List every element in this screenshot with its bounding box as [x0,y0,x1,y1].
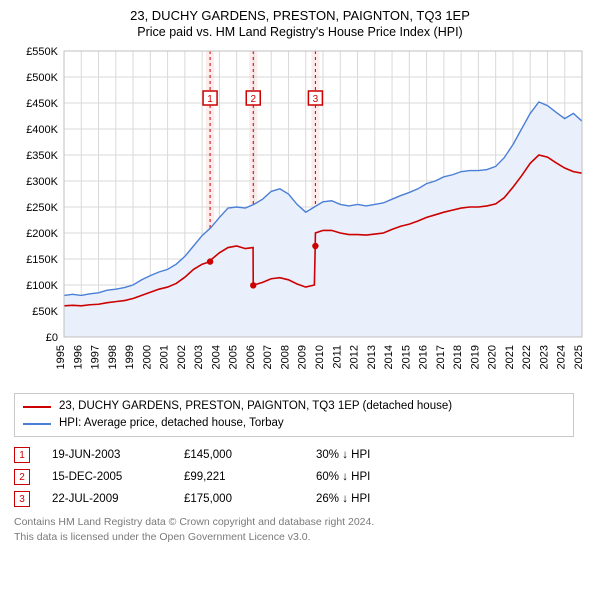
event-row: 2 15-DEC-2005 £99,221 60% ↓ HPI [14,469,586,485]
footer-line2: This data is licensed under the Open Gov… [14,530,586,544]
x-tick-label: 1998 [107,345,119,369]
y-tick-label: £500K [26,72,58,84]
event-num-box: 3 [14,491,30,507]
x-tick-label: 2023 [538,345,550,369]
legend-text: HPI: Average price, detached house, Torb… [59,415,284,432]
x-tick-label: 1995 [55,345,67,369]
event-price: £145,000 [184,449,294,461]
x-tick-label: 2017 [435,345,447,369]
x-tick-label: 2004 [210,345,222,369]
footer-line1: Contains HM Land Registry data © Crown c… [14,515,586,529]
x-tick-label: 1996 [72,345,84,369]
chart-title-line2: Price paid vs. HM Land Registry's House … [14,25,586,39]
legend-row: HPI: Average price, detached house, Torb… [23,415,565,432]
y-tick-label: £450K [26,98,58,110]
x-tick-label: 2024 [556,345,568,369]
x-tick-label: 2012 [349,345,361,369]
x-tick-label: 2011 [331,345,343,369]
events-table: 1 19-JUN-2003 £145,000 30% ↓ HPI 2 15-DEC-200… [14,447,586,507]
legend-text: 23, DUCHY GARDENS, PRESTON, PAIGNTON, TQ… [59,398,452,415]
x-tick-label: 2010 [314,345,326,369]
event-price: £175,000 [184,493,294,505]
x-tick-label: 2000 [141,345,153,369]
x-tick-label: 2013 [366,345,378,369]
x-tick-label: 2020 [487,345,499,369]
y-tick-label: £550K [26,46,58,58]
x-tick-label: 2005 [228,345,240,369]
chart-area: 1 2 3 £0 £50K £100K £150K £200K £250K £300K £350K £… [14,45,586,385]
event-pct: 30% ↓ HPI [316,449,436,461]
event-dot [312,243,318,249]
x-tick-label: 2015 [400,345,412,369]
x-tick-label: 2018 [452,345,464,369]
y-tick-label: £200K [26,228,58,240]
x-tick-label: 2021 [504,345,516,369]
x-tick-label: 1999 [124,345,136,369]
event-price: £99,221 [184,471,294,483]
event-date: 15-DEC-2005 [52,471,162,483]
y-tick-label: £350K [26,150,58,162]
event-date: 22-JUL-2009 [52,493,162,505]
x-tick-label: 2019 [469,345,481,369]
event-dot [250,282,256,288]
x-tick-label: 2014 [383,345,395,369]
x-tick-label: 2001 [159,345,171,369]
event-label-num: 2 [250,94,256,105]
y-tick-label: £100K [26,280,58,292]
x-tick-label: 2009 [297,345,309,369]
event-label-num: 3 [313,94,319,105]
event-row: 1 19-JUN-2003 £145,000 30% ↓ HPI [14,447,586,463]
x-tick-label: 2022 [521,345,533,369]
y-tick-label: £250K [26,202,58,214]
legend-row: 23, DUCHY GARDENS, PRESTON, PAIGNTON, TQ… [23,398,565,415]
legend-swatch [23,406,51,408]
legend-box: 23, DUCHY GARDENS, PRESTON, PAIGNTON, TQ… [14,393,574,438]
y-tick-label: £0 [46,332,58,344]
legend-swatch [23,423,51,425]
event-row: 3 22-JUL-2009 £175,000 26% ↓ HPI [14,491,586,507]
y-tick-label: £400K [26,124,58,136]
event-date: 19-JUN-2003 [52,449,162,461]
x-tick-label: 2003 [193,345,205,369]
x-tick-label: 2025 [573,345,585,369]
event-pct: 60% ↓ HPI [316,471,436,483]
event-dot [207,258,213,264]
x-tick-label: 2007 [262,345,274,369]
x-tick-label: 2008 [279,345,291,369]
x-tick-label: 1997 [90,345,102,369]
footer-attribution: Contains HM Land Registry data © Crown c… [14,515,586,543]
y-tick-label: £50K [32,306,58,318]
event-num-box: 1 [14,447,30,463]
chart-title-line1: 23, DUCHY GARDENS, PRESTON, PAIGNTON, TQ… [14,8,586,25]
chart-svg: 1 2 3 £0 £50K £100K £150K £200K £250K £300K £350K £… [14,45,586,385]
y-tick-label: £150K [26,254,58,266]
event-num-box: 2 [14,469,30,485]
x-tick-label: 2002 [176,345,188,369]
y-tick-label: £300K [26,176,58,188]
x-tick-label: 2006 [245,345,257,369]
x-tick-label: 2016 [418,345,430,369]
event-label-num: 1 [207,94,213,105]
event-pct: 26% ↓ HPI [316,493,436,505]
